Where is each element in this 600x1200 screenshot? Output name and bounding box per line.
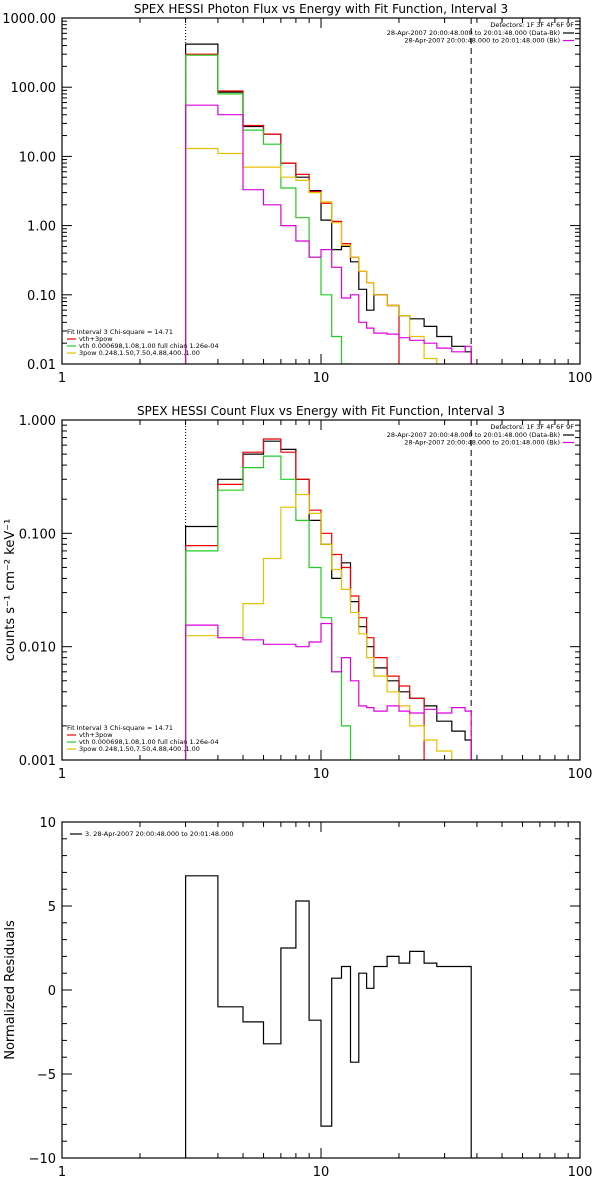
y-tick-label: 0.010 xyxy=(19,641,56,656)
y-tick-label: 10 xyxy=(39,816,56,831)
y-tick-label: 0.01 xyxy=(27,358,56,373)
y-tick-label: 0.10 xyxy=(27,289,56,304)
y-tick-label: 10.00 xyxy=(19,150,56,165)
x-tick-label: 10 xyxy=(313,767,330,782)
plot-frame xyxy=(61,821,581,1159)
series-line-3pow xyxy=(185,493,466,760)
legend-top-label: 28-Apr-2007 20:00:48.000 to 20:01:48.000… xyxy=(387,29,560,37)
chart-title: SPEX HESSI Count Flux vs Energy with Fit… xyxy=(137,404,505,418)
legend-fit-label: 3pow 0.248,1.50,7.50,4.88,400.,1.00 xyxy=(79,349,200,357)
series-line-bk xyxy=(185,622,472,760)
chart-panel-2: SPEX HESSI Count Flux vs Energy with Fit… xyxy=(3,404,592,782)
x-tick-label: 100 xyxy=(568,767,593,782)
legend-fit-label: vth 0.000698,1.08,1.00 full chian 1.26e-… xyxy=(79,738,219,746)
legend-label: 3. 28-Apr-2007 20:00:48.000 to 20:01:48.… xyxy=(85,830,234,838)
series-line-data-bk xyxy=(185,440,472,760)
chart-panel-3: 1 10 100 10 5 0 −5 −10 Normalized Residuals 3. 28… xyxy=(3,816,592,1180)
legend-fit-label: 3pow 0.248,1.50,7.50,4.88,400.,1.00 xyxy=(79,745,200,753)
legend-top-label: 28-Apr-2007 20:00:48.000 to 20:01:48.000… xyxy=(404,37,560,45)
plot-frame xyxy=(61,17,581,365)
y-tick-label: −10 xyxy=(29,1152,56,1167)
x-tick-label: 10 xyxy=(313,371,330,386)
x-tick-label: 100 xyxy=(568,1165,593,1180)
series-line-vth xyxy=(185,455,359,760)
series-line-data-bk xyxy=(185,43,472,364)
y-tick-label: 0 xyxy=(48,984,56,999)
x-tick-label: 1 xyxy=(58,1165,66,1180)
y-tick-label: 1.000 xyxy=(19,414,56,429)
series-line-vth-3pow xyxy=(185,438,425,760)
y-tick-label: 0.001 xyxy=(19,754,56,769)
y-tick-label: −5 xyxy=(37,1068,56,1083)
series-line-3pow xyxy=(185,147,438,364)
y-axis-label: Normalized Residuals xyxy=(3,920,18,1060)
x-tick-label: 100 xyxy=(568,371,593,386)
legend-fit-header: Fit Interval 3 Chi-square = 14.71 xyxy=(67,328,173,336)
y-tick-label: 1.00 xyxy=(27,220,56,235)
legend-detectors: Detectors: 1F 3F 4F 6F 9F xyxy=(490,423,574,431)
chart-panel-1: SPEX HESSI Photon Flux vs Energy with Fi… xyxy=(2,2,592,386)
y-tick-label: 0.100 xyxy=(19,527,56,542)
plot-frame xyxy=(61,419,581,761)
series-line-3-28-apr-2007-20-00-48-000-to- xyxy=(185,875,472,1158)
x-tick-label: 10 xyxy=(313,1165,330,1180)
y-axis-label: counts s⁻¹ cm⁻² keV⁻¹ xyxy=(3,519,18,662)
legend-top-label: 28-Apr-2007 20:00:48.000 to 20:01:48.000… xyxy=(387,431,560,439)
legend-fit-label: vth+3pow xyxy=(79,335,113,343)
series-line-vth xyxy=(185,54,351,364)
chart-title: SPEX HESSI Photon Flux vs Energy with Fi… xyxy=(134,2,508,16)
x-tick-label: 1 xyxy=(58,767,66,782)
y-tick-label: 100.00 xyxy=(11,81,57,96)
x-tick-label: 1 xyxy=(58,371,66,386)
y-tick-label: 1000.00 xyxy=(2,12,56,27)
legend-top-label: 28-Apr-2007 20:00:48.000 to 20:01:48.000… xyxy=(404,439,560,447)
series-line-vth-3pow xyxy=(185,53,400,364)
legend-fit-header: Fit Interval 3 Chi-square = 14.71 xyxy=(67,724,173,732)
legend-fit-label: vth+3pow xyxy=(79,731,113,739)
y-tick-label: 5 xyxy=(48,900,56,915)
legend-detectors: Detectors: 1F 3F 4F 6F 9F xyxy=(490,21,574,29)
legend-fit-label: vth 0.000698,1.08,1.00 full chian 1.26e-… xyxy=(79,342,219,350)
series-line-bk xyxy=(185,104,472,364)
